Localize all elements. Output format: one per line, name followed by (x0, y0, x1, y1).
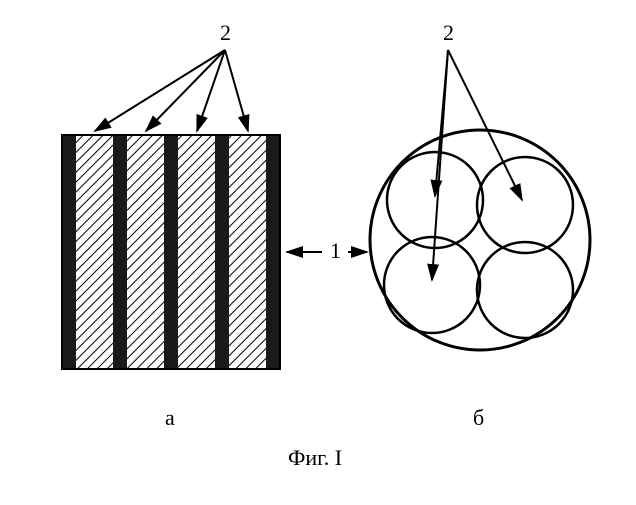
hatched-stripe (76, 135, 113, 369)
arrow-b-3 (432, 50, 448, 280)
dark-stripe (113, 135, 127, 369)
figure-svg (0, 0, 636, 500)
inner-circle-2 (477, 157, 573, 253)
label-a: а (165, 405, 175, 431)
hatched-stripe (178, 135, 215, 369)
label-1: 1 (330, 238, 341, 264)
hatched-stripe (229, 135, 266, 369)
inner-circle-3 (477, 242, 573, 338)
view-a (62, 50, 280, 369)
inner-circle-4 (384, 237, 480, 333)
label-2-b: 2 (443, 20, 454, 46)
label-b: б (473, 405, 484, 431)
arrow-a-1 (95, 50, 225, 131)
arrow-a-4 (225, 50, 248, 131)
view-b (370, 50, 590, 350)
dark-stripe (62, 135, 76, 369)
dark-stripe (164, 135, 178, 369)
figure-canvas: 2 2 1 а б Фиг. I (0, 0, 636, 500)
figure-caption: Фиг. I (288, 445, 342, 471)
dark-stripe (215, 135, 229, 369)
arrow-a-2 (146, 50, 225, 131)
label-2-a: 2 (220, 20, 231, 46)
dark-stripe (266, 135, 280, 369)
arrow-a-3 (197, 50, 225, 131)
hatched-stripe (127, 135, 164, 369)
